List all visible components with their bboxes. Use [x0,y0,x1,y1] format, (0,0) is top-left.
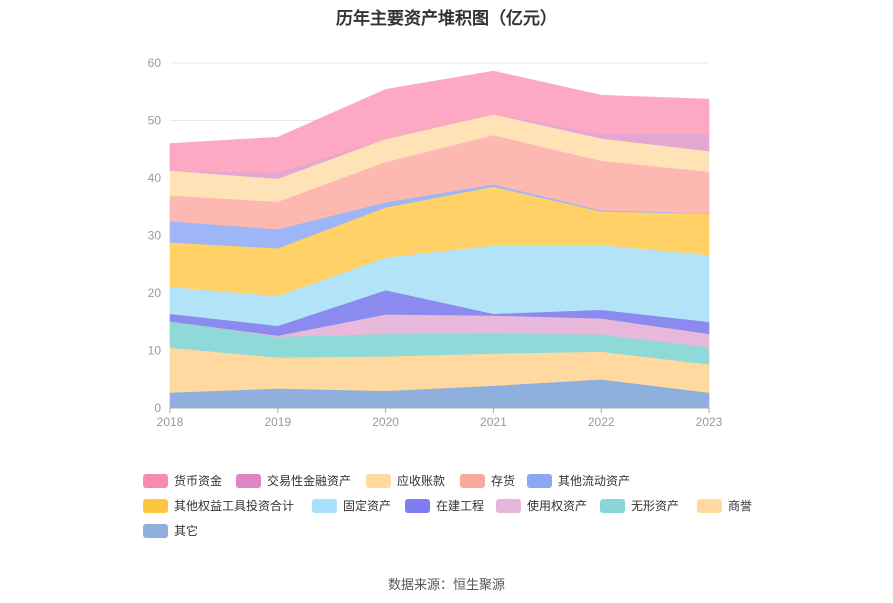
y-tick-label: 30 [148,229,162,243]
y-tick-label: 50 [148,114,162,128]
y-tick-label: 0 [154,401,161,415]
legend-swatch [312,499,337,513]
legend-swatch [143,474,168,488]
legend-label: 其他权益工具投资合计 [174,498,294,513]
axes: 0 10 20 30 40 50 60 2018 2019 2020 2021 2022 2023 [148,56,723,429]
legend-label: 其它 [174,523,198,538]
x-tick-label: 2021 [480,415,507,429]
x-tick-label: 2023 [696,415,723,429]
legend-swatch [496,499,521,513]
data-source-note: 数据来源：恒生聚源 [387,577,505,592]
x-tick-label: 2018 [157,415,184,429]
legend-label: 应收账款 [397,473,445,488]
legend-label: 无形资产 [631,499,679,513]
legend-label: 使用权资产 [527,498,587,513]
legend-label: 存货 [491,473,515,488]
y-tick-label: 20 [148,286,162,300]
legend-label: 其他流动资产 [558,474,630,488]
legend-swatch [460,474,485,488]
legend-label: 交易性金融资产 [267,473,351,488]
legend-swatch [143,524,168,538]
legend-swatch [405,499,430,513]
area-series [169,70,710,174]
legend-label: 商誉 [728,498,752,513]
x-tick-label: 2022 [588,415,615,429]
legend-swatch [697,499,722,513]
x-tick-label: 2019 [264,415,291,429]
legend-swatch [143,499,168,513]
legend-swatch [527,474,552,488]
y-tick-label: 40 [148,171,162,185]
legend-label: 固定资产 [343,498,391,513]
y-tick-label: 10 [148,344,162,358]
legend-label: 在建工程 [436,498,484,513]
legend-swatch [366,474,391,488]
legend-swatch [600,499,625,513]
y-tick-label: 60 [148,56,162,70]
chart-title: 历年主要资产堆积图（亿元） [336,9,557,28]
x-tick-label: 2020 [372,415,399,429]
legend-label: 货币资金 [174,473,222,488]
area-series [169,70,710,409]
legend-swatch [236,474,261,488]
